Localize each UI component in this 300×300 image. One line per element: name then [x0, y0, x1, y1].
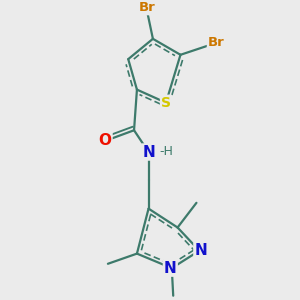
Text: Br: Br: [208, 36, 225, 49]
Text: -H: -H: [160, 145, 173, 158]
Text: N: N: [194, 243, 207, 258]
Text: S: S: [161, 96, 171, 110]
Text: N: N: [164, 261, 177, 276]
Text: N: N: [142, 145, 155, 160]
Text: O: O: [98, 133, 112, 148]
Text: Br: Br: [139, 1, 155, 14]
